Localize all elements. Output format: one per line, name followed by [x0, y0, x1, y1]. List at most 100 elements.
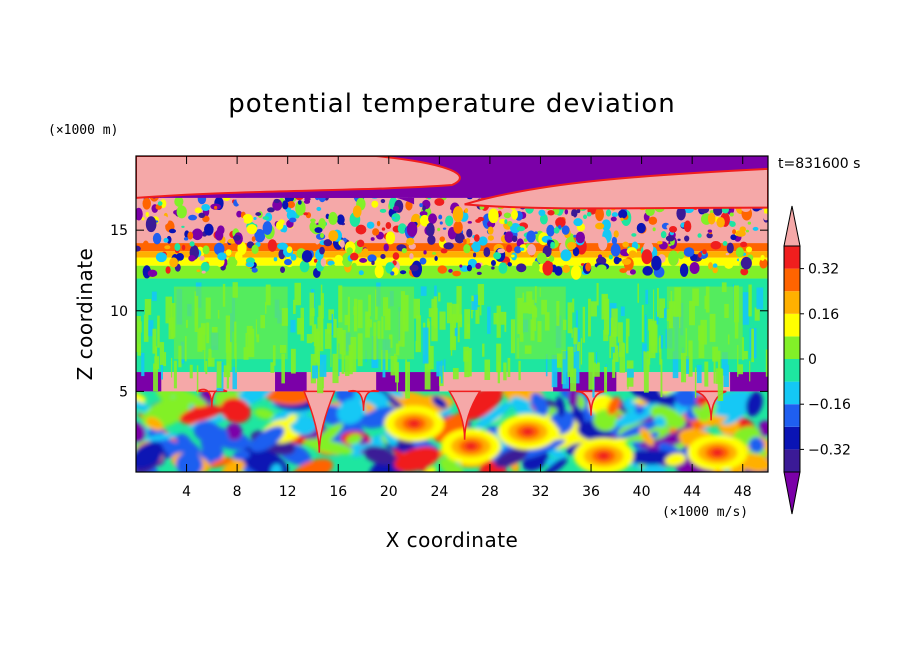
plume [575, 390, 607, 416]
eddy-cell [175, 451, 203, 472]
speckle [213, 242, 225, 256]
streak [136, 316, 142, 353]
speckle [262, 205, 267, 211]
speckle [641, 249, 653, 265]
speckle [619, 268, 628, 273]
streak [475, 307, 480, 324]
speckle [514, 246, 522, 254]
speckle [547, 209, 555, 216]
speckle [707, 229, 713, 233]
speckle [536, 252, 547, 264]
speckle [601, 219, 611, 231]
eddy-cell [607, 396, 621, 416]
speckle [652, 227, 656, 232]
eddy-cell [475, 401, 513, 430]
speckle [145, 211, 149, 218]
speckle [142, 240, 150, 251]
eddy-cell [674, 387, 698, 408]
streak [573, 351, 580, 384]
speckle [392, 252, 400, 260]
streak [756, 287, 764, 310]
speckle [526, 230, 536, 243]
speckle [473, 234, 480, 242]
eddy-cell [623, 398, 636, 411]
eddy-cell [745, 391, 763, 417]
eddy-cell [431, 395, 448, 409]
speckle [253, 216, 257, 220]
speckle [419, 203, 423, 208]
streak [436, 361, 441, 377]
streak [449, 305, 452, 316]
speckle [635, 267, 640, 271]
speckle [367, 254, 377, 263]
streak [328, 309, 335, 320]
stable-band-3 [136, 251, 768, 258]
speckle [738, 257, 742, 262]
speckle [280, 266, 286, 273]
y-axis: 5 10 15 [110, 223, 768, 400]
speckle [657, 240, 663, 245]
colorbar-tick-label: −0.16 [808, 397, 851, 413]
speckle [561, 225, 570, 235]
streak [152, 328, 157, 354]
purple-intrusion [287, 192, 415, 205]
speckle [175, 253, 184, 261]
eddy-cell [394, 446, 441, 472]
speckle [174, 243, 181, 252]
streak [270, 362, 275, 373]
speckle [422, 205, 426, 212]
streak [293, 299, 296, 314]
green-area [666, 286, 743, 360]
speckle [677, 238, 681, 242]
speckle [409, 253, 414, 260]
streak [660, 359, 663, 398]
eddy-cell [225, 423, 243, 441]
streak [618, 342, 624, 358]
streak [468, 348, 472, 377]
streak [595, 351, 598, 364]
streak [653, 289, 655, 322]
speckle [571, 208, 578, 218]
speckle [352, 205, 362, 218]
speckle [498, 262, 508, 274]
eddy-cell [179, 404, 223, 423]
speckle [629, 269, 636, 275]
streak [281, 353, 285, 384]
neutral-layer-streaks [136, 282, 768, 402]
stratum-gap [275, 372, 307, 392]
eddy-cell [544, 457, 568, 472]
speckle [142, 197, 151, 210]
speckle [478, 236, 488, 246]
streak [159, 342, 165, 365]
speckle [434, 256, 438, 262]
speckle [199, 255, 205, 261]
y-tick-label: 5 [119, 384, 128, 400]
speckle [181, 225, 185, 228]
streak [620, 306, 625, 317]
stable-band-2 [136, 257, 768, 266]
speckle [676, 206, 686, 221]
streak [309, 292, 315, 326]
streak [464, 350, 470, 378]
speckle [504, 219, 508, 224]
speckle [707, 212, 716, 225]
streak [433, 296, 438, 329]
speckle [558, 225, 562, 230]
streak [609, 335, 612, 359]
streak [137, 343, 142, 356]
streak [567, 302, 573, 334]
speckle [596, 256, 607, 265]
streak [572, 298, 575, 313]
streak [656, 311, 659, 325]
streak [704, 361, 709, 387]
speckle [683, 220, 692, 233]
speckle [336, 214, 345, 225]
speckle [712, 266, 718, 274]
eddy-cell [136, 395, 159, 414]
streak [427, 345, 434, 370]
speckle [462, 238, 467, 245]
streak [439, 311, 446, 330]
streak [507, 357, 511, 378]
streak [450, 331, 453, 356]
streak [477, 283, 485, 306]
